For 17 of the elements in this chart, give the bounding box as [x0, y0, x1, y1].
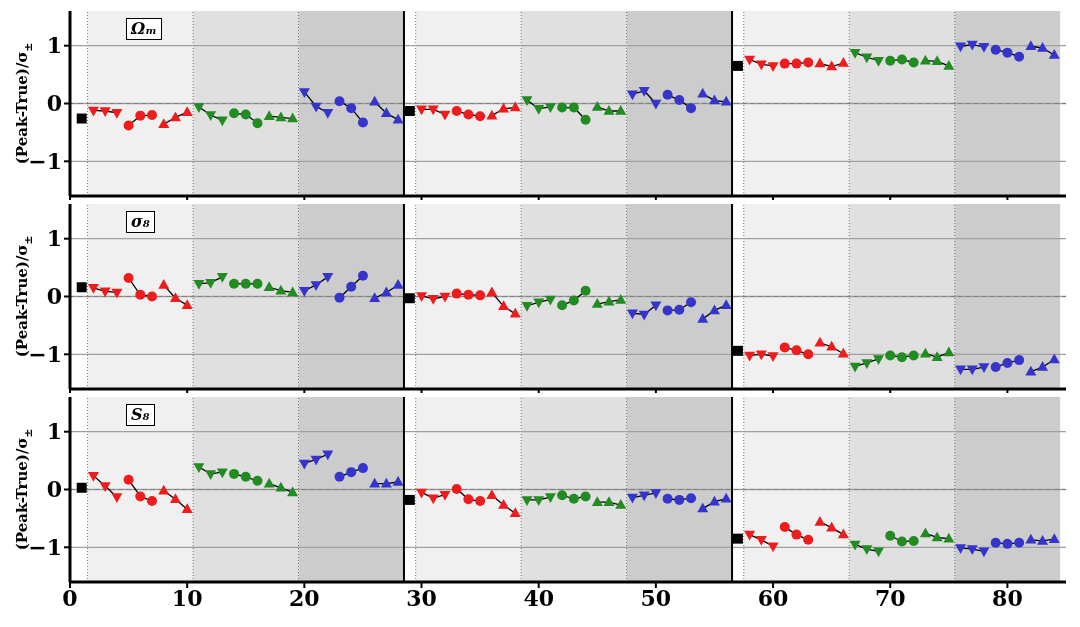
y-tick-label: 0: [46, 476, 62, 503]
x-tick-label: 60: [757, 584, 789, 611]
y-tick-label: 1: [46, 418, 62, 445]
text: Ωₘ: [126, 18, 162, 40]
text: σ₈: [126, 211, 155, 233]
x-tick-label: 30: [406, 584, 437, 611]
x-tick-label: 40: [523, 584, 555, 611]
x-tick-label: 50: [640, 584, 672, 611]
y-tick-label: 0: [46, 283, 62, 310]
y-tick-label: 1: [46, 32, 62, 59]
text: S₈: [126, 404, 155, 426]
y-tick-label: 1: [46, 225, 62, 252]
x-tick-label: 70: [874, 584, 906, 611]
x-tick-label: 10: [171, 584, 203, 611]
x-tick-label: 80: [992, 584, 1023, 611]
y-tick-label: 0: [46, 90, 62, 117]
x-tick-label: 20: [289, 584, 320, 611]
